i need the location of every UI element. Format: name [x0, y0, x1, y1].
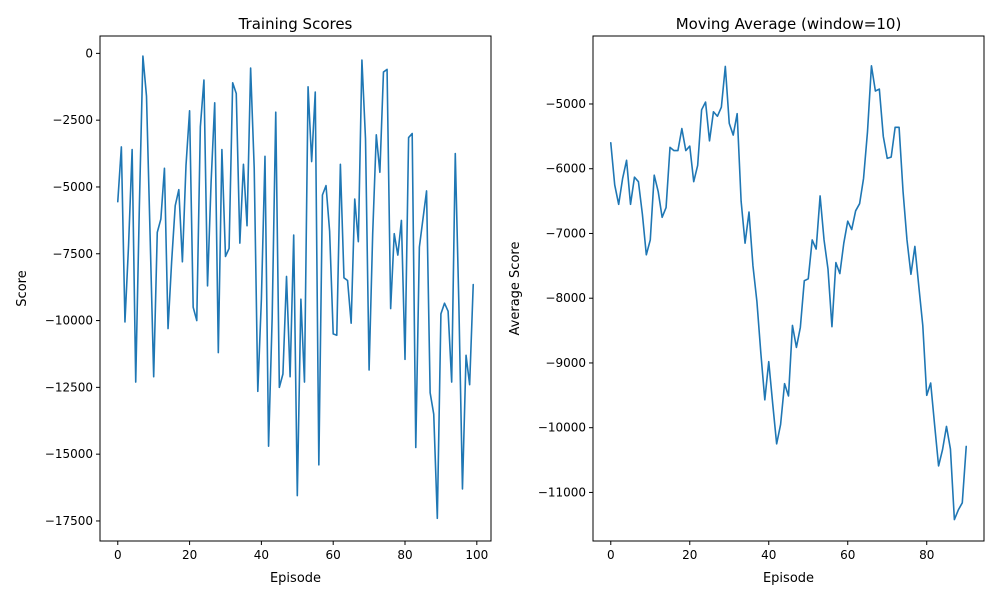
x-tick-label: 60	[840, 548, 855, 562]
training-scores-chart: Training Scores Episode Score 0 20 40 60 80 1…	[15, 15, 492, 586]
x-axis-label: Episode	[270, 571, 321, 586]
x-tick-label: 60	[326, 548, 341, 562]
y-tick-label: −11000	[538, 485, 586, 499]
chart-title: Training Scores	[238, 15, 353, 33]
y-tick-label: −7500	[52, 247, 93, 261]
x-tick-label: 40	[761, 548, 776, 562]
y-tick-label: −9000	[545, 356, 586, 370]
y-tick-label: −15000	[45, 447, 93, 461]
x-tick-label: 80	[919, 548, 934, 562]
x-tick-label: 80	[397, 548, 412, 562]
plot-frame	[99, 35, 492, 542]
x-tick-label: 100	[465, 548, 488, 562]
x-tick-label: 0	[114, 548, 122, 562]
y-tick-label: −5000	[545, 97, 586, 111]
x-tick-label: 20	[182, 548, 197, 562]
plot-area	[609, 64, 968, 521]
y-tick-label: −2500	[52, 113, 93, 127]
chart-title: Moving Average (window=10)	[676, 15, 902, 33]
plot-area	[116, 55, 475, 520]
y-axis-label: Average Score	[508, 242, 523, 336]
moving-average-chart: Moving Average (window=10) Episode Avera…	[508, 15, 985, 586]
y-tick-label: −7000	[545, 226, 586, 240]
y-tick-label: −5000	[52, 180, 93, 194]
series-line	[116, 55, 475, 520]
y-tick-label: 0	[85, 46, 93, 60]
y-axis-label: Score	[15, 270, 30, 306]
x-tick-label: 40	[254, 548, 269, 562]
x-axis-label: Episode	[763, 571, 814, 586]
x-tick-label: 0	[607, 548, 615, 562]
y-tick-label: −6000	[545, 162, 586, 176]
y-tick-label: −10000	[45, 314, 93, 328]
y-tick-label: −8000	[545, 291, 586, 305]
axes: 0 20 40 60 80 100 0 −2500 −5000 −7500 −10000 −12500…	[45, 46, 489, 562]
x-tick-label: 20	[682, 548, 697, 562]
axes: 0 20 40 60 80 −5000 −6000 −7000 −8000 −9000 −10000…	[538, 97, 935, 562]
y-tick-label: −12500	[45, 380, 93, 394]
plot-frame	[592, 35, 985, 542]
y-tick-label: −17500	[45, 514, 93, 528]
series-line	[609, 64, 968, 521]
y-tick-label: −10000	[538, 421, 586, 435]
